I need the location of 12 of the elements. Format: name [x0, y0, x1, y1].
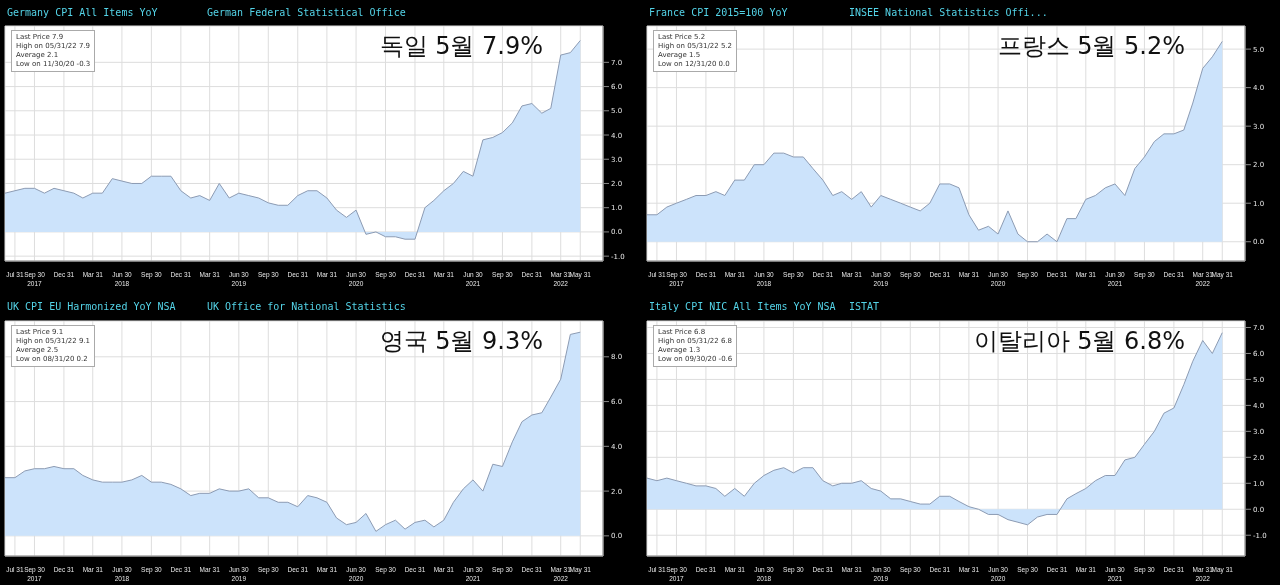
annotation: 이탈리아 5월 6.8%	[973, 325, 1185, 357]
annotation: 프랑스 5월 5.2%	[997, 31, 1185, 62]
annotation: 영국 5월 9.3%	[379, 325, 543, 357]
chart-subtitle: ISTAT	[849, 301, 880, 312]
chart-subtitle: UK Office for National Statistics	[207, 301, 406, 312]
chart-title: Italy CPI NIC All Items YoY NSA	[649, 301, 837, 312]
chart-title: Germany CPI All Items YoY	[7, 6, 159, 18]
chart-title: UK CPI EU Harmonized YoY NSA	[7, 301, 177, 312]
chart-subtitle: INSEE National Statistics Offi...	[849, 6, 1048, 18]
annotation: 독일 5월 7.9%	[379, 31, 543, 62]
chart-subtitle: German Federal Statistical Office	[207, 6, 406, 18]
chart-title: France CPI 2015=100 YoY	[649, 6, 789, 18]
